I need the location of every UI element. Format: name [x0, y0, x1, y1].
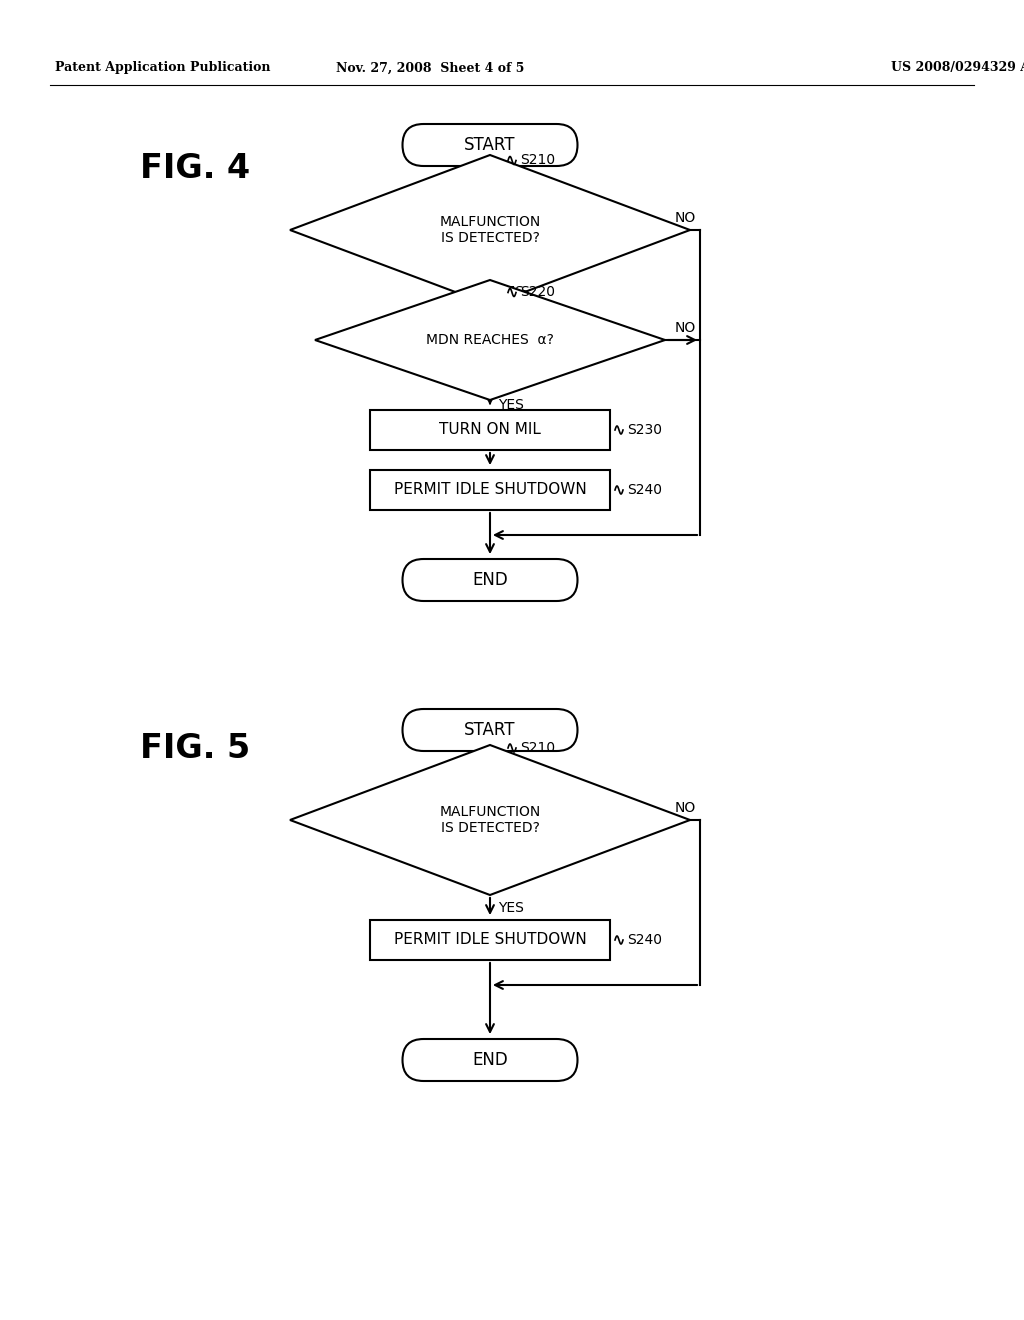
Text: S230: S230 — [627, 422, 662, 437]
Text: YES: YES — [498, 285, 524, 300]
FancyBboxPatch shape — [402, 1039, 578, 1081]
Text: S210: S210 — [520, 153, 555, 168]
Text: START: START — [464, 721, 516, 739]
Text: US 2008/0294329 A1: US 2008/0294329 A1 — [891, 62, 1024, 74]
Text: END: END — [472, 572, 508, 589]
Text: YES: YES — [498, 399, 524, 412]
Text: MDN REACHES  α?: MDN REACHES α? — [426, 333, 554, 347]
FancyBboxPatch shape — [402, 709, 578, 751]
Text: FIG. 5: FIG. 5 — [140, 731, 250, 764]
Text: NO: NO — [675, 801, 696, 814]
Text: NO: NO — [675, 211, 696, 224]
Polygon shape — [315, 280, 665, 400]
FancyBboxPatch shape — [370, 920, 610, 960]
Text: END: END — [472, 1051, 508, 1069]
FancyBboxPatch shape — [402, 558, 578, 601]
Text: S220: S220 — [520, 285, 555, 300]
Text: S240: S240 — [627, 933, 662, 946]
Text: FIG. 4: FIG. 4 — [140, 152, 250, 185]
Polygon shape — [290, 744, 690, 895]
Text: NO: NO — [675, 321, 696, 335]
FancyBboxPatch shape — [370, 470, 610, 510]
Text: YES: YES — [498, 900, 524, 915]
Text: MALFUNCTION
IS DETECTED?: MALFUNCTION IS DETECTED? — [439, 805, 541, 836]
Text: Patent Application Publication: Patent Application Publication — [55, 62, 270, 74]
FancyBboxPatch shape — [370, 411, 610, 450]
Text: S240: S240 — [627, 483, 662, 498]
Polygon shape — [290, 154, 690, 305]
Text: MALFUNCTION
IS DETECTED?: MALFUNCTION IS DETECTED? — [439, 215, 541, 246]
Text: START: START — [464, 136, 516, 154]
FancyBboxPatch shape — [402, 124, 578, 166]
Text: Nov. 27, 2008  Sheet 4 of 5: Nov. 27, 2008 Sheet 4 of 5 — [336, 62, 524, 74]
Text: TURN ON MIL: TURN ON MIL — [439, 422, 541, 437]
Text: PERMIT IDLE SHUTDOWN: PERMIT IDLE SHUTDOWN — [393, 483, 587, 498]
Text: PERMIT IDLE SHUTDOWN: PERMIT IDLE SHUTDOWN — [393, 932, 587, 948]
Text: S210: S210 — [520, 741, 555, 755]
